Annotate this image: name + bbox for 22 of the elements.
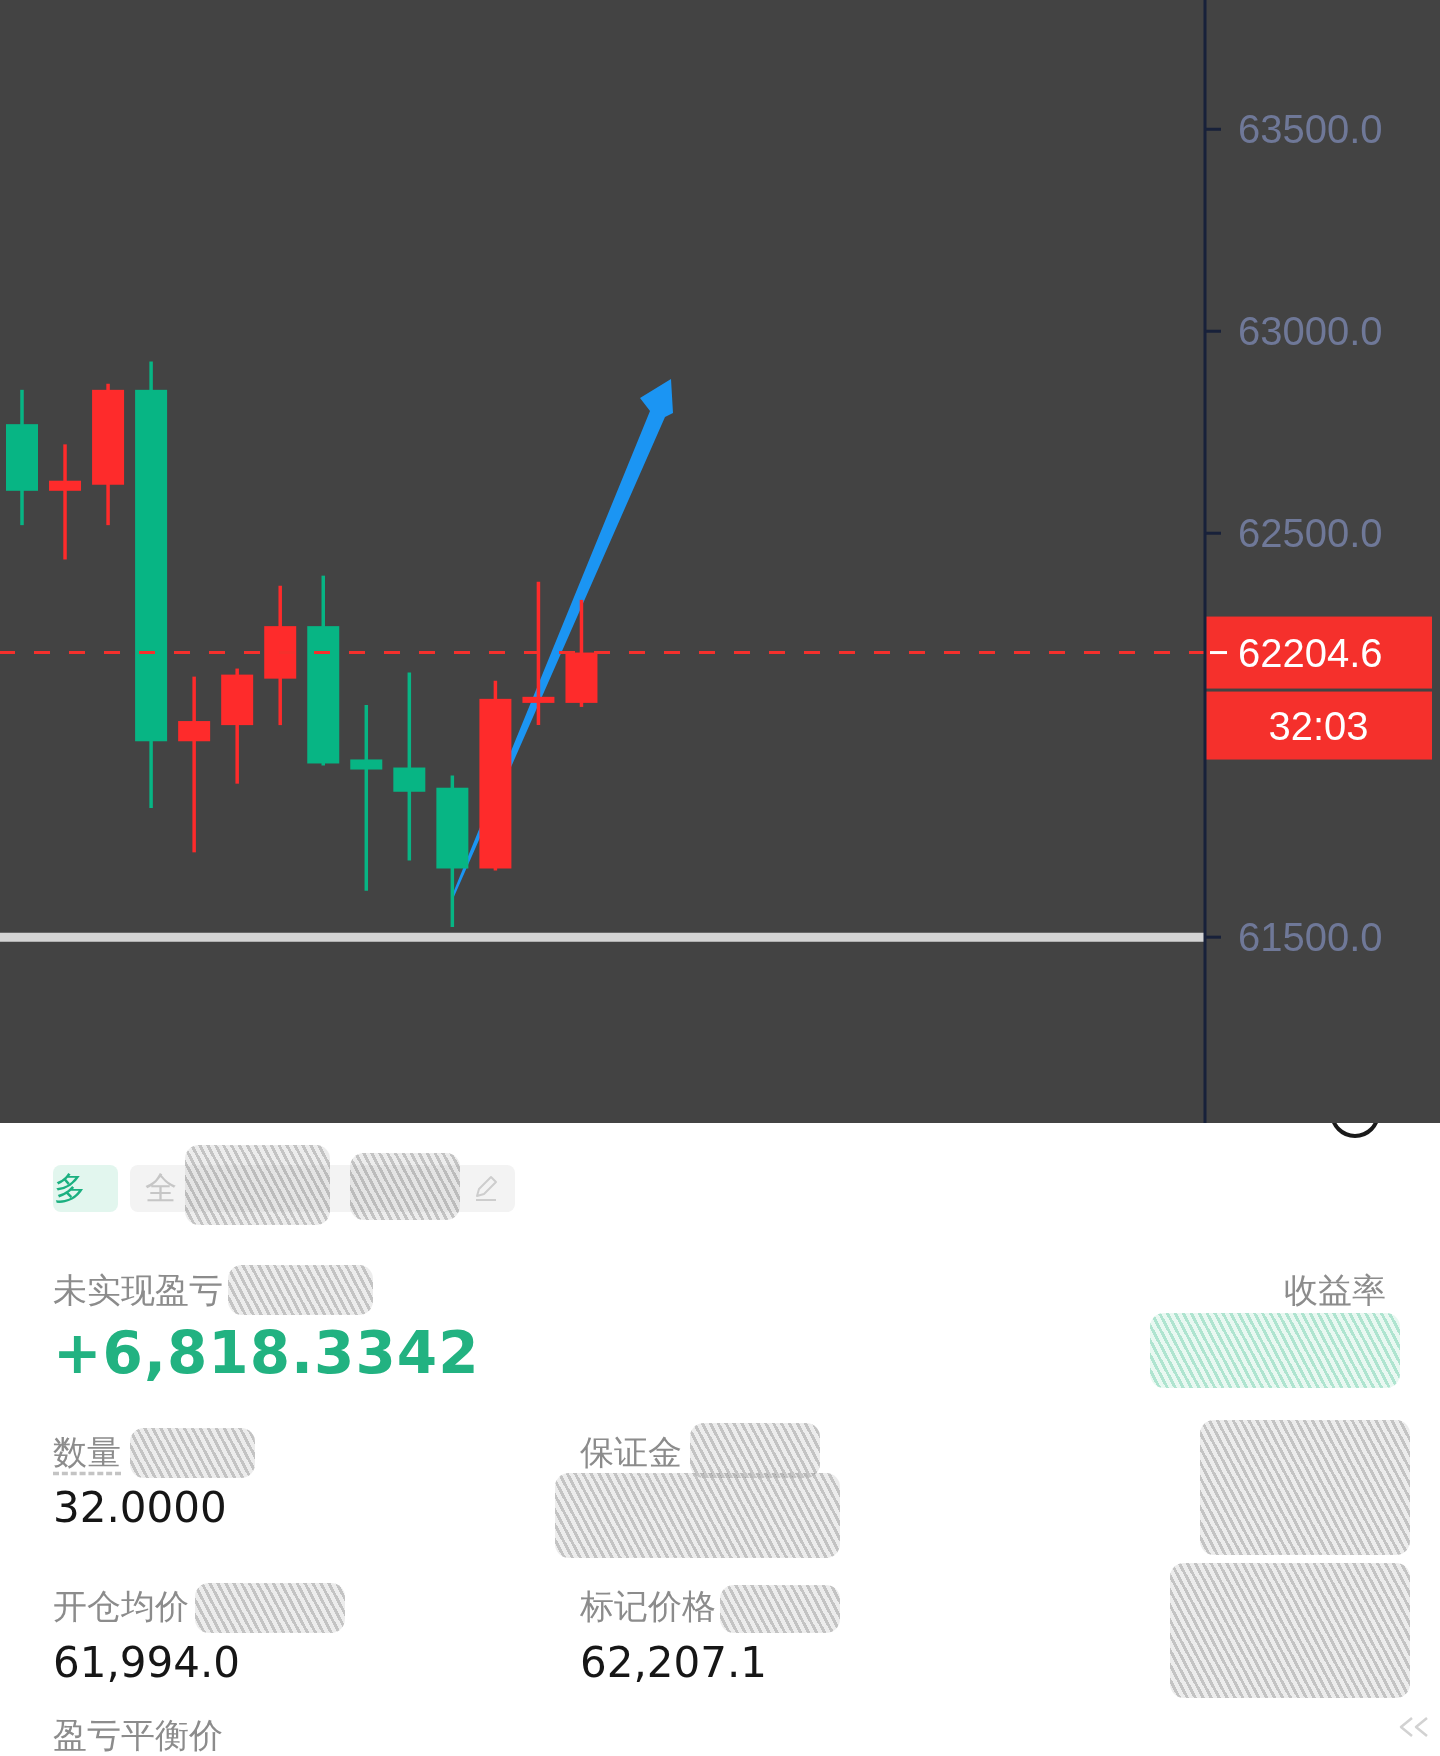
y-tick-label: 62500.0 [1238, 511, 1383, 556]
text: 多 [54, 1169, 86, 1207]
candlestick [178, 676, 211, 853]
y-tick-label: 63000.0 [1238, 309, 1383, 354]
y-tick-label: 63500.0 [1238, 107, 1383, 152]
text: 盈亏平衡价 [53, 1715, 223, 1755]
text: 62,207.1 [580, 1638, 768, 1687]
candlestick [49, 444, 82, 560]
ref-line-label: 62204.6 [1238, 630, 1383, 675]
text: 保证金 [580, 1432, 682, 1472]
text: 标记价格 [580, 1586, 716, 1626]
text: 32:03 [1268, 703, 1369, 748]
text: 61,994.0 [53, 1638, 241, 1687]
text: +6,818.3342 [53, 1319, 480, 1387]
text: 32.0000 [53, 1483, 227, 1532]
candlestick [350, 704, 383, 891]
text: 收益率 [1284, 1270, 1386, 1310]
text: 开仓均价 [53, 1586, 189, 1626]
y-tick-label: 61500.0 [1238, 915, 1383, 960]
candlestick [393, 672, 426, 861]
text: 数量 [53, 1432, 121, 1472]
text: 未实现盈亏 [53, 1270, 223, 1310]
